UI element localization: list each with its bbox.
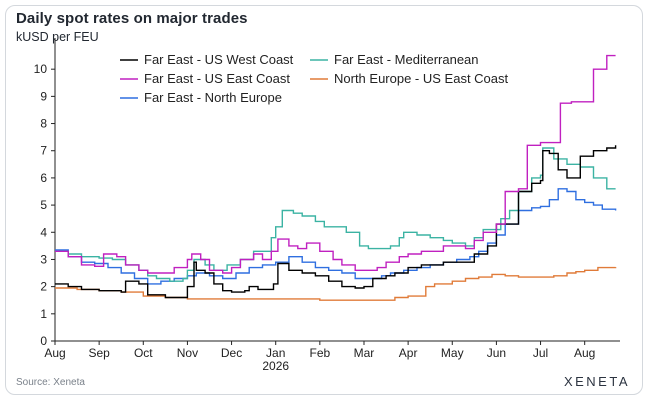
x-tick-label: Dec	[221, 346, 242, 360]
x-tick-label: Apr	[399, 346, 418, 360]
x-tick-label: Oct	[134, 346, 153, 360]
y-tick-label: 1	[40, 307, 47, 321]
y-tick-label: 0	[40, 334, 47, 348]
x-tick-label: Jul	[533, 346, 548, 360]
x-tick-label: Jun	[487, 346, 506, 360]
chart-legend: Far East - US West Coast Far East - Medit…	[120, 52, 509, 105]
x-tick-label: Nov	[177, 346, 198, 360]
y-tick-label: 4	[40, 225, 47, 239]
series-line-north-europe-us-east-coast	[55, 266, 617, 301]
y-tick-label: 9	[40, 89, 47, 103]
brand-logo: XENETA	[563, 374, 630, 389]
y-tick-label: 2	[40, 280, 47, 294]
chart-series	[55, 54, 617, 301]
y-tick-label: 3	[40, 252, 47, 266]
chart-subtitle: kUSD per FEU	[16, 30, 99, 44]
x-tick-label: Feb	[310, 346, 331, 360]
legend-label: Far East - Mediterranean	[334, 52, 479, 67]
x-year-label: 2026	[262, 359, 289, 373]
legend-label: Far East - US East Coast	[144, 71, 290, 86]
legend-label: North Europe - US East Coast	[334, 71, 509, 86]
x-tick-label: Aug	[44, 346, 65, 360]
source-note: Source: Xeneta	[16, 377, 85, 388]
legend-label: Far East - North Europe	[144, 90, 282, 105]
legend-label: Far East - US West Coast	[144, 52, 294, 67]
series-line-far-east-us-west-coast	[55, 145, 617, 299]
series-line-far-east-north-europe	[55, 188, 617, 285]
x-tick-label: May	[441, 346, 464, 360]
y-tick-label: 6	[40, 171, 47, 185]
chart-title: Daily spot rates on major trades	[16, 10, 248, 27]
series-line-far-east-mediterranean	[55, 147, 616, 282]
chart-axes: 0 1 2 3 4 5 6 7 8 9 10 Aug Sep Oct Nov Dec Jan Feb Mar Apr M…	[34, 38, 620, 373]
y-tick-label: 7	[40, 144, 47, 158]
x-tick-label: Mar	[354, 346, 375, 360]
y-tick-label: 5	[40, 198, 47, 212]
y-tick-label: 10	[34, 62, 48, 76]
x-tick-label: Aug	[574, 346, 595, 360]
x-tick-label: Jan	[266, 346, 285, 360]
x-tick-label: Sep	[88, 346, 110, 360]
chart-card	[5, 5, 643, 395]
y-tick-label: 8	[40, 117, 47, 131]
series-line-far-east-us-east-coast	[55, 54, 616, 274]
